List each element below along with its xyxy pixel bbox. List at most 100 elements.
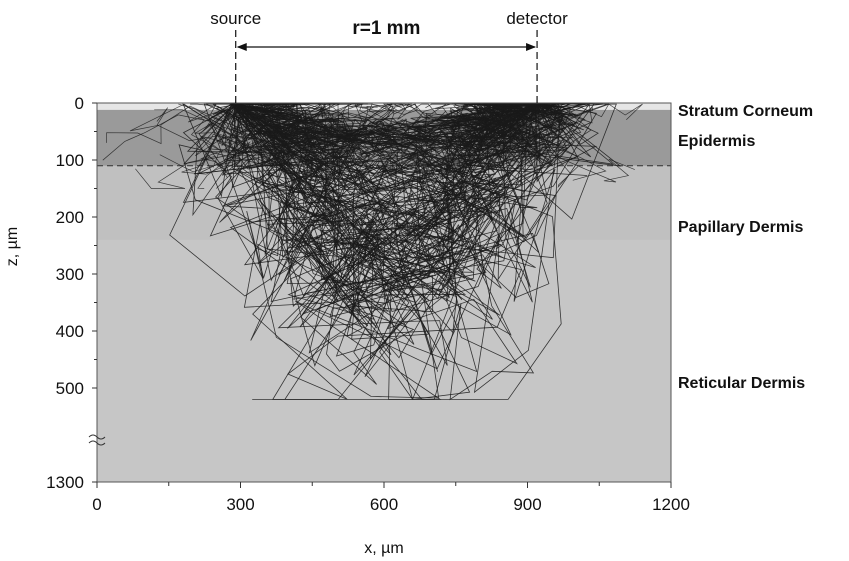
labels: x, µm z, µm source detector r=1 mm Stratum Co… <box>4 9 813 557</box>
photon-path-shallow <box>436 122 505 158</box>
photon-path-shallow <box>515 147 579 188</box>
photon-path <box>232 103 552 228</box>
axis-break-mark <box>88 440 106 446</box>
photon-path-shallow <box>502 113 576 140</box>
photon-path <box>233 103 593 252</box>
photon-path-shallow <box>236 137 307 189</box>
photon-path-shallow <box>540 121 582 136</box>
photon-path-shallow <box>275 103 327 148</box>
photon-path <box>236 103 557 367</box>
photon-path-shallow <box>286 121 336 157</box>
axis-break-mark <box>88 434 106 440</box>
source-label: source <box>210 9 261 28</box>
x-tick-label: 600 <box>370 495 398 514</box>
photon-path-shallow <box>217 105 245 147</box>
photon-path-shallow <box>321 103 350 143</box>
photon-path-shallow <box>380 115 436 146</box>
y-tick-label: 200 <box>56 208 84 227</box>
photon-path-shallow <box>102 114 218 161</box>
photon-path-shallow <box>384 128 437 158</box>
layer-label-epidermis: Epidermis <box>678 133 755 150</box>
photon-path-shallow <box>486 103 536 124</box>
photon-path-shallow <box>370 103 457 145</box>
photon-path-shallow <box>267 137 309 162</box>
y-tick-label: 500 <box>56 379 84 398</box>
photon-path-shallow <box>424 128 546 152</box>
y-tick-label: 1300 <box>46 473 84 492</box>
photon-path-shallow <box>156 107 272 149</box>
photon-path-shallow <box>478 120 530 161</box>
distance-label: r=1 mm <box>352 18 420 39</box>
x-tick-label: 1200 <box>652 495 690 514</box>
photon-path-shallow <box>244 103 310 123</box>
photon-path-shallow <box>393 103 526 139</box>
photon-path-shallow <box>297 156 403 181</box>
photon-path <box>182 103 545 359</box>
photon-path-shallow <box>437 104 607 148</box>
photon-path <box>225 103 552 197</box>
photon-path-shallow <box>541 106 592 149</box>
layer-label-papillary-dermis: Papillary Dermis <box>678 219 804 236</box>
photon-paths <box>102 103 643 401</box>
photon-path-shallow <box>188 104 240 132</box>
detector-label: detector <box>506 9 568 28</box>
layer-label-reticular-dermis: Reticular Dermis <box>678 375 805 392</box>
photon-path-shallow <box>254 127 314 157</box>
y-tick-label: 100 <box>56 151 84 170</box>
photon-path-shallow <box>135 155 216 189</box>
photon-path-shallow <box>474 146 515 174</box>
photon-path-shallow <box>548 103 643 120</box>
distance-arrow-head-left <box>236 43 247 51</box>
photon-path-shallow <box>411 103 476 127</box>
photon-path-shallow <box>314 108 402 122</box>
photon-path <box>235 103 622 357</box>
photon-path-shallow <box>264 112 371 146</box>
photon-path <box>208 103 552 313</box>
photon-path-shallow <box>289 103 331 139</box>
photon-path-shallow <box>228 105 278 144</box>
photon-path-shallow <box>338 103 378 137</box>
photon-path-shallow <box>389 147 438 189</box>
photon-path-shallow <box>200 149 243 179</box>
photon-path-shallow <box>323 125 367 154</box>
x-tick-label: 0 <box>92 495 101 514</box>
photon-path <box>231 103 580 318</box>
photon-path-shallow <box>345 136 393 178</box>
y-tick-label: 0 <box>75 94 84 113</box>
photon-path-shallow <box>378 151 468 177</box>
photon-path-shallow <box>265 122 294 155</box>
photon-path-shallow <box>310 124 339 176</box>
photon-path-shallow <box>452 114 483 139</box>
y-tick-label: 300 <box>56 265 84 284</box>
photon-path-shallow <box>494 104 544 157</box>
photon-path-shallow <box>477 125 532 165</box>
x-axis-title: x, µm <box>364 540 403 557</box>
photon-path-shallow <box>361 103 413 125</box>
distance-arrow-head-right <box>526 43 537 51</box>
photon-path-shallow <box>129 103 225 132</box>
photon-path <box>227 103 559 209</box>
photon-path-shallow <box>333 125 374 155</box>
photon-path-shallow <box>224 121 272 153</box>
photon-path-shallow <box>106 105 222 145</box>
photon-path-shallow <box>470 108 504 121</box>
photon-path-shallow <box>469 119 515 146</box>
photon-path-shallow <box>527 107 593 156</box>
photon-path <box>214 103 541 334</box>
photon-path-shallow <box>181 154 249 176</box>
photon-path-shallow <box>178 103 257 153</box>
x-tick-label: 300 <box>226 495 254 514</box>
x-tick-label: 900 <box>513 495 541 514</box>
photon-path-shallow <box>488 116 527 152</box>
photon-path-shallow <box>373 142 404 157</box>
photon-path <box>238 103 579 399</box>
photon-path-shallow <box>489 103 564 138</box>
axes: 0 300 600 900 1200 0 100 200 300 400 500 1300 <box>46 94 690 514</box>
photon-path-shallow <box>289 104 326 143</box>
layer-label-stratum-corneum: Stratum Corneum <box>678 103 813 120</box>
photon-path-shallow <box>556 156 635 183</box>
photon-path-shallow <box>444 156 478 190</box>
y-tick-label: 400 <box>56 322 84 341</box>
photon-path-shallow <box>190 103 258 144</box>
